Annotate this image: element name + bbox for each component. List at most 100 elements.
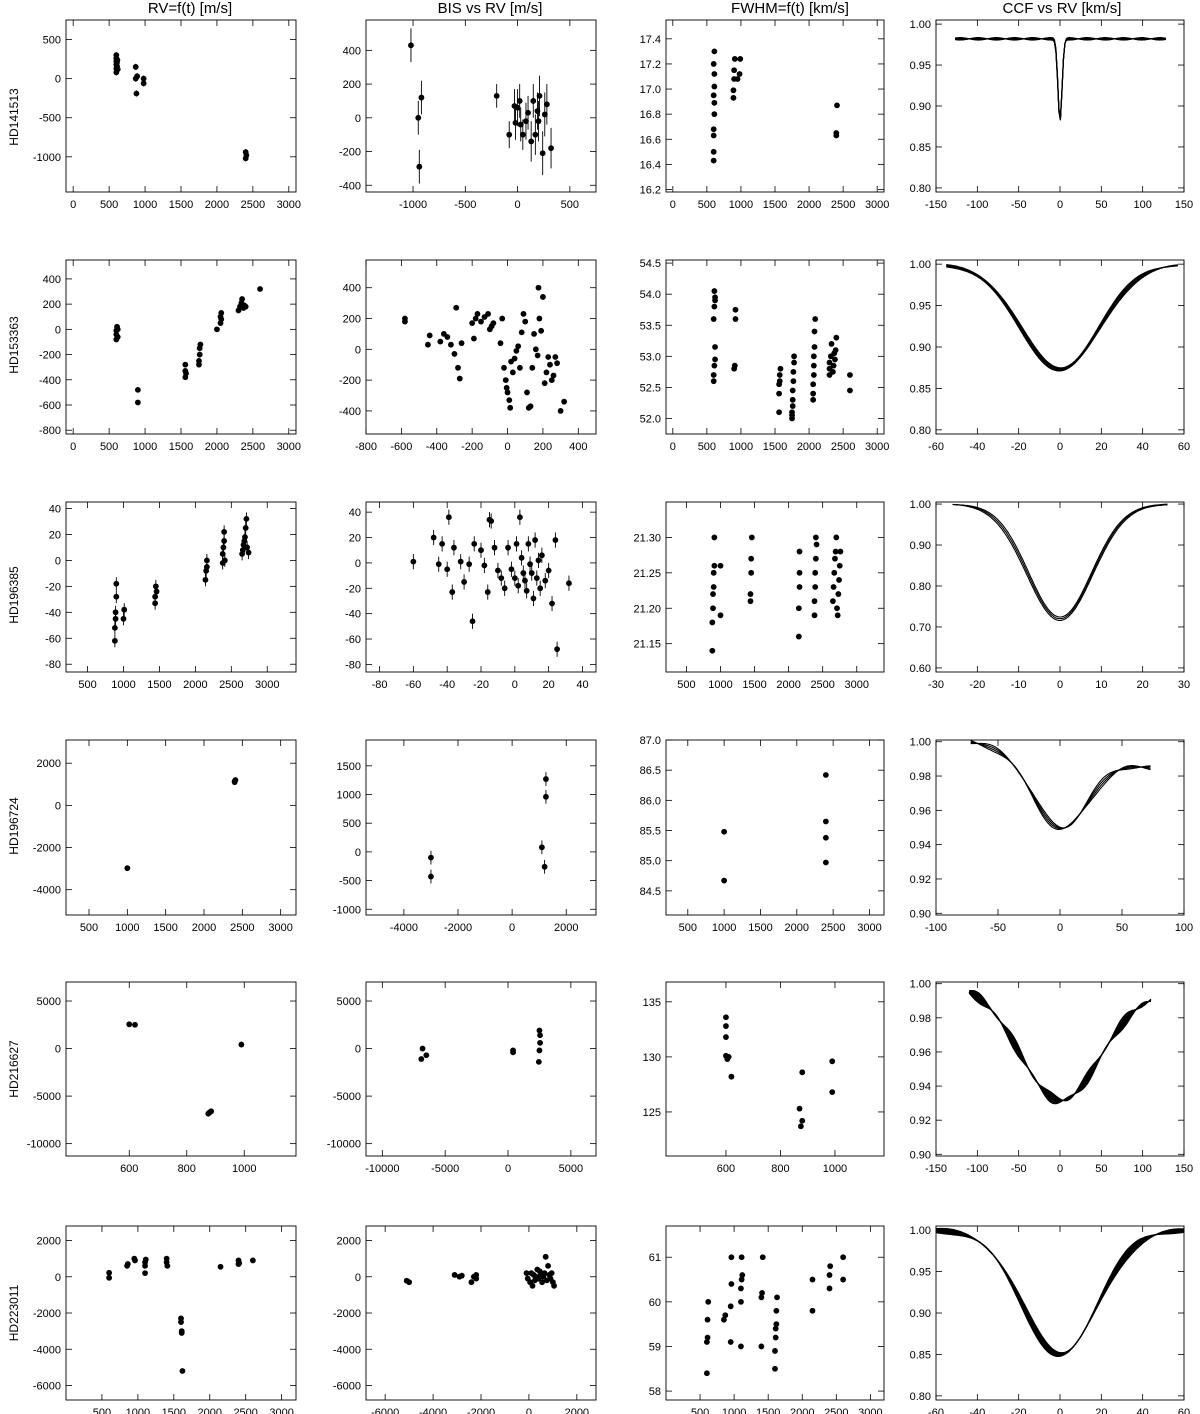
hd223011-bis-ytick-label: 0 xyxy=(355,1272,361,1284)
hd216627-bis-xtick-label: 0 xyxy=(505,1163,511,1175)
hd196385-rv-point xyxy=(153,588,160,595)
hd153363-bis-point xyxy=(501,364,507,371)
hd216627-ccf-xtick-label: -100 xyxy=(966,1163,988,1175)
hd153363-fwhm-point xyxy=(776,409,782,416)
hd216627-fwhm-frame xyxy=(665,981,885,1157)
hd141513-ccf-frame xyxy=(935,19,1185,193)
hd141513-rv-plot-area xyxy=(113,52,250,162)
hd141513-bis-point xyxy=(493,92,500,99)
hd153363-bis-point xyxy=(561,398,568,405)
column-title-bis: BIS vs RV [m/s] xyxy=(438,0,543,17)
hd196724-fwhm-frame xyxy=(665,739,885,916)
hd196385-bis-point xyxy=(528,570,535,576)
hd216627-bis-point xyxy=(536,1047,543,1054)
hd216627-ccf-ytick-label: 1.00 xyxy=(910,979,931,991)
hd216627-bis-frame xyxy=(365,981,597,1157)
row-label-3: HD196385 xyxy=(7,566,21,624)
hd223011-rv-plot-area xyxy=(106,1255,256,1374)
hd153363-ccf-ytick-label: 0.80 xyxy=(910,425,931,437)
hd141513-fwhm-point xyxy=(731,67,738,74)
hd153363-bis-point xyxy=(469,320,476,327)
hd223011-fwhm-point xyxy=(826,1285,833,1292)
hd141513-rv-point xyxy=(133,90,140,97)
hd153363-ccf-ytick-label: 0.95 xyxy=(910,301,931,313)
hd153363-fwhm-xtick-label: 500 xyxy=(698,441,716,453)
hd141513-bis-point xyxy=(536,92,543,99)
hd141513-fwhm-point xyxy=(737,56,744,62)
hd216627-rv-frame xyxy=(65,981,297,1157)
hd153363-fwhm-point xyxy=(812,316,819,322)
hd153363-rv-ytick-label: 400 xyxy=(43,274,61,286)
hd216627-fwhm-point xyxy=(723,1023,729,1029)
hd196385-ccf-xtick-label: 20 xyxy=(1137,679,1149,691)
hd153363-rv-xtick-label: 3000 xyxy=(277,441,301,453)
hd141513-ccf-ytick-label: 0.85 xyxy=(910,142,931,154)
hd153363-fwhm-point xyxy=(777,365,784,372)
hd196385-bis-ytick-label: -60 xyxy=(345,634,361,646)
hd216627-rv-ytick-label: 5000 xyxy=(37,996,61,1008)
hd153363-bis-point xyxy=(426,332,433,339)
hd196724-ccf-ytick-label: 0.94 xyxy=(910,840,931,852)
hd153363-bis-point xyxy=(453,304,460,311)
hd153363-bis-point xyxy=(513,347,520,354)
hd196724-rv-xtick-label: 500 xyxy=(80,922,98,934)
hd141513-bis-point xyxy=(532,131,539,138)
hd216627-bis-ytick-label: 0 xyxy=(355,1044,361,1056)
hd196724-rv-xtick-label: 1500 xyxy=(153,922,177,934)
hd196385-fwhm-point xyxy=(710,569,717,576)
hd196724-fwhm-ytick-label: 86.5 xyxy=(640,765,661,777)
hd196385-rv-point xyxy=(221,538,228,544)
hd216627-fwhm-ytick-label: 135 xyxy=(643,997,661,1009)
hd216627-ccf-ccf-curve xyxy=(969,989,1152,1102)
hd153363-ccf-ccf-curve xyxy=(946,264,1178,370)
hd153363-bis-point xyxy=(502,377,509,384)
hd223011-bis-plot-area xyxy=(403,1253,557,1289)
hd141513-fwhm-point xyxy=(736,71,743,77)
hd153363-bis-ytick-label: -200 xyxy=(339,375,361,387)
hd196724-rv-ytick-label: 0 xyxy=(55,800,61,812)
hd141513-rv-xtick-label: 2500 xyxy=(241,199,265,211)
hd196385-fwhm-point xyxy=(748,534,755,541)
hd223011-fwhm-point xyxy=(809,1276,816,1283)
hd141513-fwhm-point xyxy=(711,83,718,90)
hd223011-fwhm-xtick-label: 500 xyxy=(691,1407,709,1414)
hd223011-ccf-xtick-label: -60 xyxy=(928,1407,944,1414)
hd223011-fwhm-ytick-label: 58 xyxy=(649,1386,661,1398)
hd196385-rv-point xyxy=(243,515,250,522)
hd216627-ccf-xtick-label: 0 xyxy=(1057,1163,1063,1175)
row-labels: HD141513 HD153363 HD196385 HD196724 HD21… xyxy=(7,88,21,1341)
hd196385-bis-point xyxy=(549,600,555,607)
hd141513-bis-plot-area xyxy=(408,28,554,184)
hd153363-rv-point xyxy=(218,316,225,323)
hd216627-bis-xtick-label: 5000 xyxy=(559,1163,583,1175)
hd216627-rv-ytick-label: -10000 xyxy=(27,1139,61,1151)
hd141513-fwhm-ytick-label: 17.2 xyxy=(640,59,661,71)
hd196385-rv-point xyxy=(120,615,127,622)
hd216627-bis-point xyxy=(423,1052,430,1059)
hd196385-fwhm-point xyxy=(836,577,842,583)
hd216627-fwhm-xtick-label: 800 xyxy=(771,1163,789,1175)
hd141513-fwhm-ytick-label: 17.0 xyxy=(640,84,661,96)
hd216627-ccf-ccf-curve xyxy=(968,990,1152,1101)
hd196385-rv-xtick-label: 500 xyxy=(78,679,96,691)
hd196385-fwhm-point xyxy=(747,591,754,597)
hd141513-rv-ytick-label: 500 xyxy=(43,35,61,47)
hd196724-ccf-xtick-label: -50 xyxy=(990,922,1006,934)
hd196385-bis-point xyxy=(516,514,523,521)
hd141513-ccf-ccf-curve xyxy=(954,37,1166,118)
hd153363-bis-point xyxy=(515,343,522,350)
hd196724-rv-ytick-label: -4000 xyxy=(33,885,61,897)
hd153363-fwhm-point xyxy=(789,409,795,416)
hd141513-bis-point xyxy=(512,119,519,126)
hd196385-bis-point xyxy=(552,537,559,543)
hd153363-rv-point xyxy=(182,361,189,368)
hd153363-fwhm-point xyxy=(810,381,817,388)
hd153363-bis-point xyxy=(425,341,431,348)
hd196385-ccf-ytick-label: 0.70 xyxy=(910,622,931,634)
hd153363-fwhm-point xyxy=(847,387,853,394)
hd196724-fwhm-point xyxy=(822,859,829,866)
hd223011-rv-point xyxy=(142,1270,148,1277)
hd223011-fwhm-point xyxy=(703,1370,710,1377)
hd153363-ccf-ytick-label: 0.90 xyxy=(910,342,931,354)
hd216627-ccf-frame xyxy=(935,981,1185,1157)
